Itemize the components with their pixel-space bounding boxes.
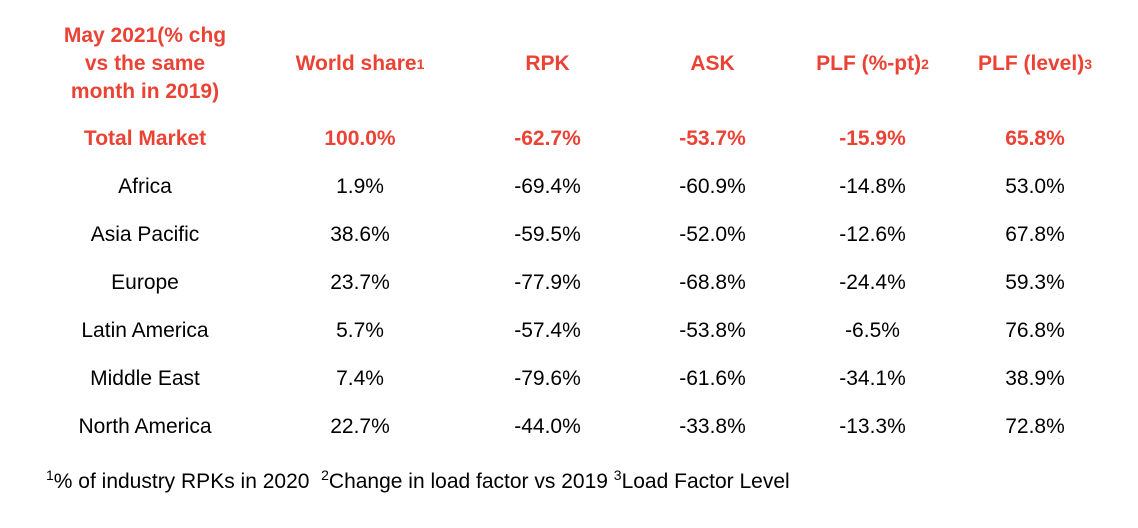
header-rpk-label: RPK <box>525 52 570 75</box>
rpk-cell: -59.5% <box>514 223 581 246</box>
table-row: North America 22.7% -44.0% -33.8% -13.3%… <box>0 403 1138 451</box>
ask-cell: -68.8% <box>679 271 746 294</box>
rpk-cell: -69.4% <box>514 175 581 198</box>
ask-cell: -53.8% <box>679 319 746 342</box>
plf-pt-cell: -34.1% <box>839 367 906 390</box>
plf-pt-cell: -24.4% <box>839 271 906 294</box>
world-share-cell: 100.0% <box>324 127 396 150</box>
header-rpk: RPK <box>460 20 635 108</box>
header-world-share: World share 1 <box>270 20 450 108</box>
table-row: Asia Pacific 38.6% -59.5% -52.0% -12.6% … <box>0 211 1138 259</box>
footnote-2-text: Change in load factor vs 2019 <box>328 470 608 493</box>
world-share-cell: 23.7% <box>330 271 390 294</box>
header-ask: ASK <box>625 20 800 108</box>
header-plf-pt: PLF (%-pt) 2 <box>790 20 955 108</box>
world-share-cell: 22.7% <box>330 415 390 438</box>
plf-level-cell: 38.9% <box>1005 367 1065 390</box>
plf-level-cell: 72.8% <box>1005 415 1065 438</box>
plf-level-cell: 67.8% <box>1005 223 1065 246</box>
ask-cell: -52.0% <box>679 223 746 246</box>
table-row: Middle East 7.4% -79.6% -61.6% -34.1% 38… <box>0 355 1138 403</box>
plf-pt-cell: -6.5% <box>845 319 900 342</box>
region-cell: Total Market <box>83 127 207 150</box>
header-ask-label: ASK <box>690 52 735 75</box>
world-share-cell: 5.7% <box>336 319 384 342</box>
footnote-1-text: % of industry RPKs in 2020 <box>53 470 310 493</box>
table-row: Latin America 5.7% -57.4% -53.8% -6.5% 7… <box>0 307 1138 355</box>
rpk-cell: -57.4% <box>514 319 581 342</box>
rpk-cell: -44.0% <box>514 415 581 438</box>
region-cell: Latin America <box>81 319 209 342</box>
footnote-3-marker: 3 <box>613 467 622 483</box>
header-plf-level-label: PLF (level) <box>978 52 1085 75</box>
table-row: Europe 23.7% -77.9% -68.8% -24.4% 59.3% <box>0 259 1138 307</box>
region-cell: Europe <box>111 271 179 294</box>
header-plf-level: PLF (level) 3 <box>950 20 1120 108</box>
header-period-line2: vs the same <box>84 52 206 75</box>
plf-pt-cell: -13.3% <box>839 415 906 438</box>
world-share-cell: 1.9% <box>336 175 384 198</box>
plf-pt-cell: -14.8% <box>839 175 906 198</box>
rpk-cell: -79.6% <box>514 367 581 390</box>
world-share-cell: 38.6% <box>330 223 390 246</box>
header-world-share-label: World share <box>295 52 417 75</box>
header-period: May 2021(% chg vs the same month in 2019… <box>20 20 270 108</box>
region-cell: North America <box>78 415 212 438</box>
plf-level-cell: 65.8% <box>1005 127 1065 150</box>
region-cell: Middle East <box>90 367 200 390</box>
footnotes: 1% of industry RPKs in 2020 2Change in l… <box>46 467 790 494</box>
world-share-cell: 7.4% <box>336 367 384 390</box>
table-row: Africa 1.9% -69.4% -60.9% -14.8% 53.0% <box>0 163 1138 211</box>
footnote-2-marker: 2 <box>321 467 329 483</box>
footnote-3-text: Load Factor Level <box>621 470 790 493</box>
plf-level-cell: 76.8% <box>1005 319 1065 342</box>
rpk-cell: -77.9% <box>514 271 581 294</box>
ask-cell: -61.6% <box>679 367 746 390</box>
header-plf-pt-label: PLF (%-pt) <box>816 52 922 75</box>
table-header: May 2021(% chg vs the same month in 2019… <box>0 20 1138 108</box>
plf-level-cell: 59.3% <box>1005 271 1065 294</box>
region-cell: Asia Pacific <box>90 223 200 246</box>
header-period-line1: May 2021(% chg <box>63 24 227 47</box>
ask-cell: -33.8% <box>679 415 746 438</box>
ask-cell: -60.9% <box>679 175 746 198</box>
plf-level-cell: 53.0% <box>1005 175 1065 198</box>
footnote-1-marker: 1 <box>46 467 54 483</box>
plf-pt-cell: -12.6% <box>839 223 906 246</box>
table-row-total-market: Total Market 100.0% -62.7% -53.7% -15.9%… <box>0 115 1138 163</box>
header-period-line3: month in 2019) <box>70 80 220 103</box>
region-cell: Africa <box>118 175 172 198</box>
rpk-cell: -62.7% <box>514 127 581 150</box>
ask-cell: -53.7% <box>679 127 746 150</box>
plf-pt-cell: -15.9% <box>839 127 906 150</box>
